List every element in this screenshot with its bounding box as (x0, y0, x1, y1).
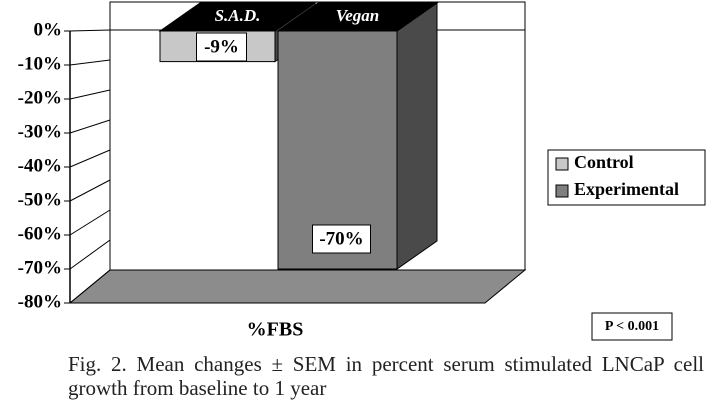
bar-top (276, 2, 439, 32)
legend-swatch (555, 184, 569, 198)
y-tick-label: -40% (18, 155, 62, 176)
y-tick (69, 89, 111, 100)
bar-top (158, 2, 317, 32)
legend-label: Control (574, 152, 634, 172)
legend-box (547, 149, 706, 206)
data-label: -70% (319, 228, 363, 249)
y-tick-label: -20% (18, 87, 62, 108)
chart: %FBS P < 0.001 0% -10% -20% -30% -40% -50% -60… (18, 1, 706, 341)
y-tick (69, 269, 111, 304)
y-tick (69, 29, 111, 32)
y-tick (69, 209, 111, 236)
y-tick (69, 179, 111, 202)
data-label-box (312, 224, 371, 254)
annotation: P < 0.001 (605, 319, 659, 334)
y-tick-label: -70% (18, 257, 62, 278)
y-tick (69, 149, 111, 168)
data-label-box (196, 32, 247, 62)
caption: Fig. 2. Mean changes ± SEM in percent se… (68, 352, 704, 400)
y-tick-label: -60% (18, 223, 62, 244)
y-tick-label: 0% (34, 19, 63, 40)
y-tick (69, 239, 111, 270)
y-tick (69, 59, 111, 66)
floor (68, 269, 527, 304)
category-label: S.A.D. (215, 6, 261, 25)
annotation-box (591, 312, 673, 341)
legend-label: Experimental (574, 179, 679, 199)
bar-side (396, 2, 438, 270)
y-tick-label: -10% (18, 53, 62, 74)
y-tick (69, 119, 111, 134)
data-label: -9% (204, 36, 239, 57)
y-tick-label: -50% (18, 189, 62, 210)
category-label: Vegan (336, 6, 379, 25)
y-tick-label: -30% (18, 121, 62, 142)
y-tick-label: -80% (18, 291, 62, 312)
legend-swatch (555, 157, 569, 171)
x-axis-label: %FBS (247, 319, 304, 341)
